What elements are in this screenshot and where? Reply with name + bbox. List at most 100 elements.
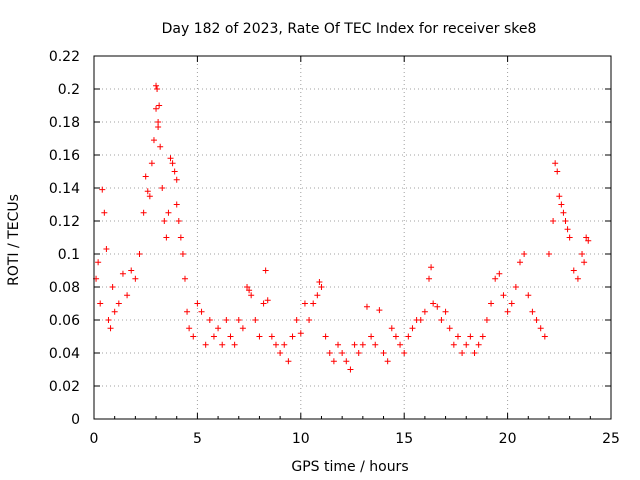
data-point	[579, 251, 586, 257]
data-point	[450, 341, 457, 348]
data-point	[202, 341, 209, 348]
data-point	[262, 267, 269, 274]
x-tick-label: 0	[90, 431, 99, 447]
data-point	[405, 333, 412, 340]
y-tick-label: 0.2	[58, 82, 80, 98]
data-point	[165, 209, 172, 216]
data-point	[335, 341, 342, 348]
data-point	[562, 218, 569, 224]
data-point	[194, 300, 201, 307]
data-point	[552, 160, 559, 167]
data-point	[260, 300, 267, 307]
grid	[94, 56, 611, 419]
data-point	[154, 86, 161, 92]
data-point	[343, 358, 350, 365]
data-point	[363, 303, 370, 310]
data-point	[475, 341, 482, 348]
data-point	[463, 341, 470, 348]
data-point	[368, 333, 375, 340]
data-point	[142, 173, 149, 180]
data-point	[483, 317, 490, 323]
data-point	[115, 300, 122, 307]
data-point	[384, 358, 391, 365]
plot-frame	[93, 55, 612, 420]
data-point	[169, 160, 176, 167]
data-point	[583, 234, 590, 241]
data-point	[409, 325, 416, 332]
data-point	[111, 308, 118, 315]
x-tick-label: 20	[499, 431, 517, 447]
y-tick-label: 0.08	[49, 280, 80, 296]
data-point	[156, 102, 163, 109]
data-point	[198, 308, 205, 315]
data-point	[554, 168, 561, 175]
data-point	[525, 292, 532, 299]
data-point	[150, 137, 157, 144]
data-point	[101, 209, 108, 216]
y-tick-label: 0.16	[49, 148, 80, 164]
data-point	[556, 193, 563, 200]
y-tick-label: 0	[71, 412, 80, 428]
data-point	[388, 325, 395, 332]
data-point	[426, 275, 433, 282]
data-point	[488, 300, 495, 307]
data-point	[496, 270, 503, 277]
data-point	[421, 308, 428, 315]
data-point	[492, 275, 499, 282]
y-tick-label: 0.12	[49, 214, 80, 230]
data-point	[533, 317, 540, 323]
data-point	[355, 350, 362, 356]
y-tick-label: 0.06	[49, 313, 80, 329]
data-point	[244, 284, 251, 290]
data-point	[537, 325, 544, 332]
data-point	[179, 251, 186, 257]
data-point	[339, 350, 346, 356]
data-point	[434, 303, 441, 310]
data-point	[246, 287, 253, 294]
data-point	[297, 330, 304, 337]
data-point	[173, 201, 180, 208]
data-point	[359, 341, 366, 348]
data-point	[428, 264, 435, 271]
data-point	[347, 366, 354, 373]
data-point	[314, 292, 321, 299]
data-point	[277, 350, 284, 356]
data-point	[95, 259, 102, 266]
data-point	[167, 155, 174, 162]
data-point	[186, 325, 193, 332]
x-tick-label: 5	[193, 431, 202, 447]
data-point	[318, 284, 325, 290]
data-point	[235, 317, 242, 323]
data-point	[442, 308, 449, 315]
data-point	[124, 292, 131, 299]
data-point	[517, 259, 524, 266]
data-point	[306, 317, 313, 323]
chart-title: Day 182 of 2023, Rate Of TEC Index for r…	[162, 21, 537, 37]
data-point	[417, 317, 424, 323]
data-point	[272, 341, 279, 348]
data-point	[351, 341, 358, 348]
y-axis-label: ROTI / TECUs	[6, 194, 22, 286]
data-points	[93, 82, 592, 373]
data-point	[163, 234, 170, 241]
x-tick-label: 25	[602, 431, 620, 447]
data-point	[529, 308, 536, 315]
data-point	[157, 143, 164, 150]
x-tick-label: 15	[395, 431, 413, 447]
data-point	[330, 358, 337, 365]
data-point	[181, 275, 188, 282]
data-point	[136, 251, 143, 257]
data-point	[566, 234, 573, 241]
y-tick-label: 0.1	[58, 247, 80, 263]
data-point	[256, 333, 263, 340]
data-point	[285, 358, 292, 365]
data-point	[380, 350, 387, 356]
data-point	[372, 341, 379, 348]
data-point	[438, 317, 445, 323]
data-point	[500, 292, 507, 299]
data-point	[171, 168, 178, 175]
data-point	[190, 333, 197, 340]
data-point	[560, 209, 567, 216]
data-point	[128, 267, 135, 274]
data-point	[153, 82, 160, 89]
